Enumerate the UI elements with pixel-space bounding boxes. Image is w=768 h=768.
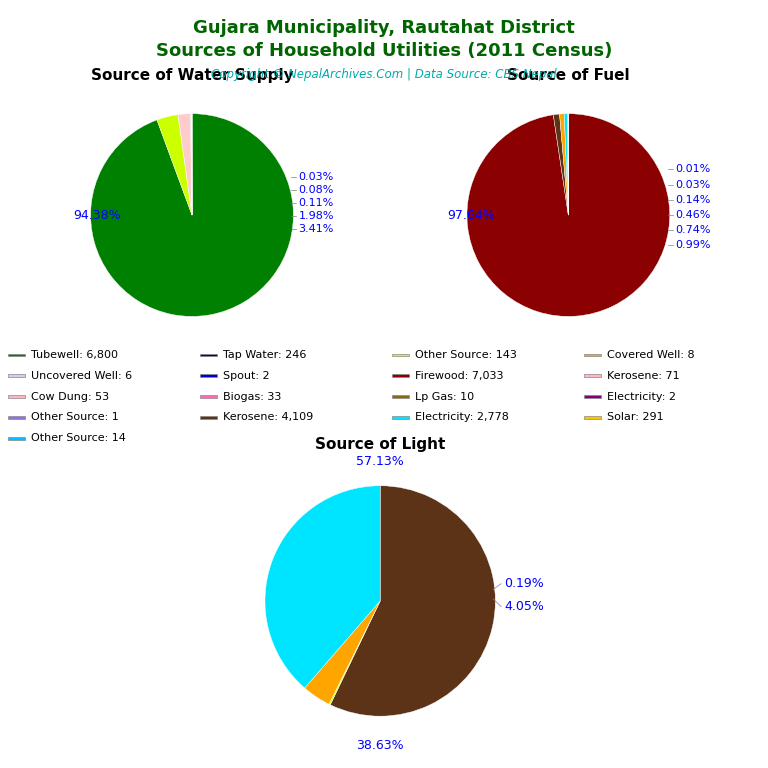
Text: Tap Water: 246: Tap Water: 246 [223, 350, 306, 360]
Text: 0.03%: 0.03% [299, 171, 333, 181]
Wedge shape [560, 114, 568, 215]
Bar [392, 375, 409, 377]
Bar [8, 416, 25, 419]
Text: Gujara Municipality, Rautahat District: Gujara Municipality, Rautahat District [193, 19, 575, 37]
Text: Electricity: 2,778: Electricity: 2,778 [415, 412, 508, 422]
Text: Other Source: 1: Other Source: 1 [31, 412, 118, 422]
Text: 3.41%: 3.41% [299, 224, 334, 234]
Text: 0.14%: 0.14% [675, 195, 710, 205]
Text: 0.74%: 0.74% [675, 225, 710, 235]
Text: Biogas: 33: Biogas: 33 [223, 392, 281, 402]
Bar [200, 396, 217, 398]
Bar [8, 396, 25, 398]
Wedge shape [467, 114, 670, 316]
Text: 0.46%: 0.46% [675, 210, 710, 220]
Wedge shape [157, 114, 192, 215]
Wedge shape [178, 114, 192, 215]
Bar [584, 353, 601, 356]
Bar [584, 396, 601, 398]
Text: Cow Dung: 53: Cow Dung: 53 [31, 392, 109, 402]
Bar [8, 375, 25, 377]
Text: Covered Well: 8: Covered Well: 8 [607, 350, 694, 360]
Bar [8, 437, 25, 439]
Text: Solar: 291: Solar: 291 [607, 412, 664, 422]
Wedge shape [329, 601, 380, 705]
Bar [584, 416, 601, 419]
Bar [584, 375, 601, 377]
Text: 38.63%: 38.63% [356, 739, 404, 752]
Bar [392, 416, 409, 419]
Text: Other Source: 143: Other Source: 143 [415, 350, 517, 360]
Bar [200, 416, 217, 419]
Bar [8, 353, 25, 356]
Bar [392, 396, 409, 398]
Wedge shape [330, 486, 495, 717]
Text: 94.38%: 94.38% [74, 209, 121, 221]
Wedge shape [553, 114, 568, 215]
Text: 4.05%: 4.05% [505, 601, 545, 613]
Bar [392, 353, 409, 356]
Text: Sources of Household Utilities (2011 Census): Sources of Household Utilities (2011 Cen… [156, 42, 612, 60]
Title: Source of Fuel: Source of Fuel [507, 68, 630, 83]
Wedge shape [91, 114, 293, 316]
Bar [200, 353, 217, 356]
Text: 1.98%: 1.98% [299, 211, 334, 221]
Bar [200, 375, 217, 377]
Text: 97.64%: 97.64% [448, 209, 495, 221]
Text: Firewood: 7,033: Firewood: 7,033 [415, 371, 503, 381]
Text: Spout: 2: Spout: 2 [223, 371, 270, 381]
Text: 0.01%: 0.01% [675, 164, 710, 174]
Text: Kerosene: 71: Kerosene: 71 [607, 371, 680, 381]
Wedge shape [564, 114, 568, 215]
Text: Kerosene: 4,109: Kerosene: 4,109 [223, 412, 313, 422]
Text: 57.13%: 57.13% [356, 455, 404, 468]
Wedge shape [305, 601, 380, 704]
Text: 0.08%: 0.08% [299, 184, 334, 195]
Text: 0.11%: 0.11% [299, 198, 333, 208]
Wedge shape [190, 114, 192, 215]
Title: Source of Light: Source of Light [315, 437, 445, 452]
Title: Source of Water Supply: Source of Water Supply [91, 68, 293, 83]
Text: 0.99%: 0.99% [675, 240, 710, 250]
Text: 0.19%: 0.19% [505, 578, 545, 590]
Text: Copyright © NepalArchives.Com | Data Source: CBS Nepal: Copyright © NepalArchives.Com | Data Sou… [211, 68, 557, 81]
Text: Tubewell: 6,800: Tubewell: 6,800 [31, 350, 118, 360]
Text: Lp Gas: 10: Lp Gas: 10 [415, 392, 474, 402]
Text: Uncovered Well: 6: Uncovered Well: 6 [31, 371, 132, 381]
Text: Other Source: 14: Other Source: 14 [31, 433, 126, 443]
Text: Electricity: 2: Electricity: 2 [607, 392, 676, 402]
Text: 0.03%: 0.03% [675, 180, 710, 190]
Wedge shape [265, 486, 380, 688]
